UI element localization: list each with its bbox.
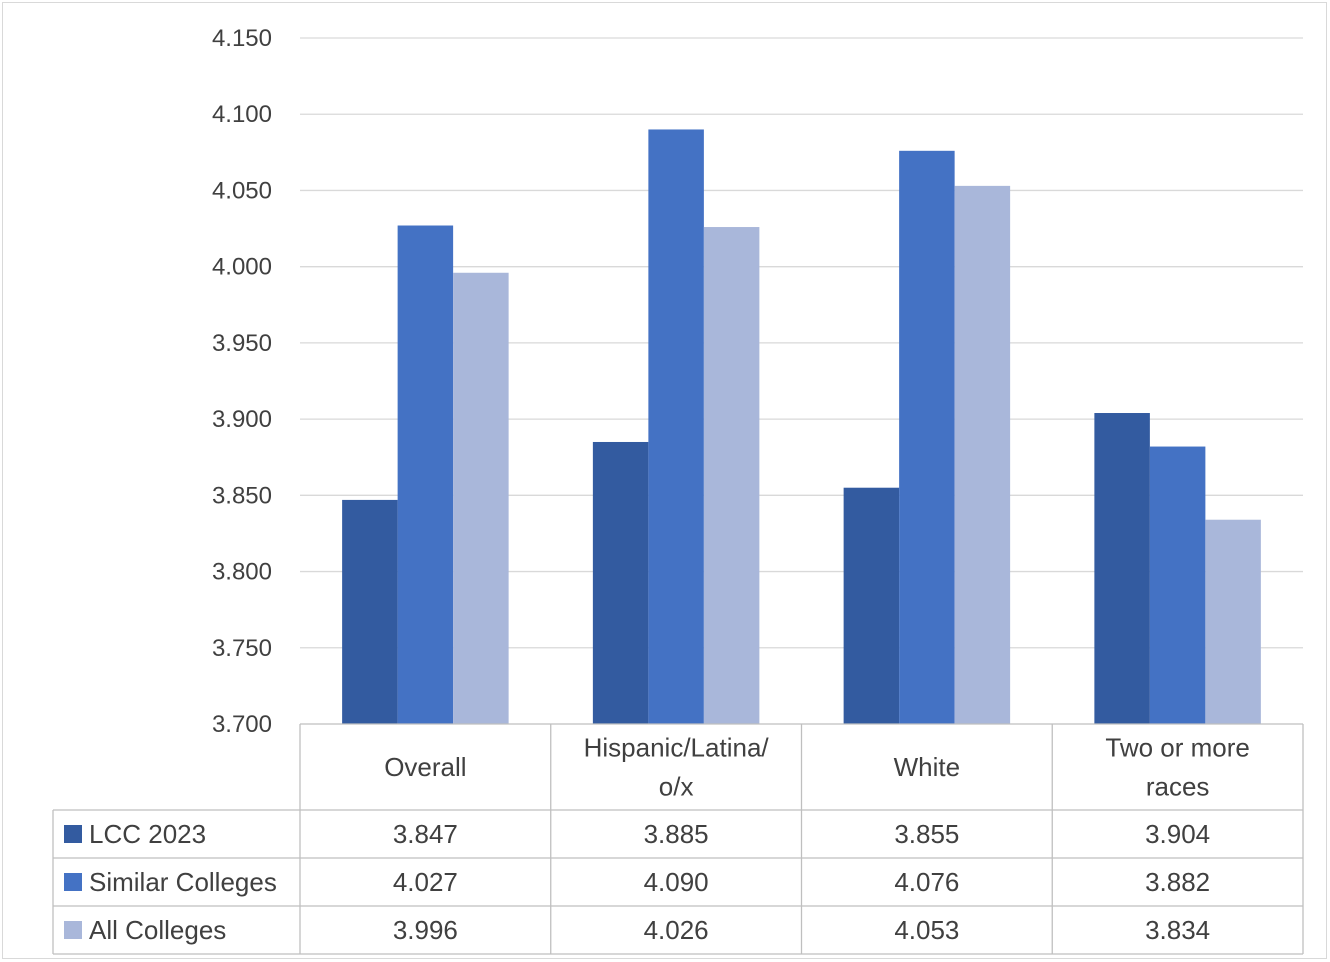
data-label: 4.090 bbox=[644, 867, 709, 897]
y-tick-label: 4.100 bbox=[212, 101, 272, 128]
bar-lcc-2023-1 bbox=[592, 441, 649, 724]
data-label: 4.027 bbox=[393, 867, 458, 897]
legend-label: LCC 2023 bbox=[89, 819, 206, 849]
data-label: 3.847 bbox=[393, 819, 458, 849]
category-label: Hispanic/Latina/ bbox=[584, 733, 770, 763]
bars bbox=[342, 129, 1261, 725]
bar-similar-colleges-3 bbox=[1149, 446, 1206, 724]
data-label: 4.053 bbox=[894, 915, 959, 945]
data-label: 3.882 bbox=[1145, 867, 1210, 897]
y-tick-label: 3.700 bbox=[212, 711, 272, 738]
legend-key bbox=[64, 825, 82, 843]
y-tick-label: 3.750 bbox=[212, 635, 272, 662]
bar-all-colleges-1 bbox=[703, 227, 760, 724]
bar-similar-colleges-2 bbox=[899, 150, 955, 724]
y-tick-label: 4.150 bbox=[212, 25, 272, 52]
y-tick-label: 3.800 bbox=[212, 559, 272, 586]
bar-similar-colleges-0 bbox=[397, 225, 454, 725]
data-label: 4.076 bbox=[894, 867, 959, 897]
category-label: White bbox=[894, 752, 960, 782]
legend-label: All Colleges bbox=[89, 915, 226, 945]
bar-lcc-2023-3 bbox=[1094, 413, 1150, 724]
y-tick-label: 3.950 bbox=[212, 330, 272, 357]
bar-lcc-2023-0 bbox=[342, 499, 398, 724]
y-tick-label: 3.900 bbox=[212, 406, 272, 433]
y-tick-label: 3.850 bbox=[212, 482, 272, 509]
y-tick-label: 4.000 bbox=[212, 254, 272, 281]
data-label: 4.026 bbox=[644, 915, 709, 945]
legend-label: Similar Colleges bbox=[89, 867, 277, 897]
bar-lcc-2023-2 bbox=[843, 487, 900, 724]
bar-similar-colleges-1 bbox=[648, 129, 704, 724]
legend-key bbox=[64, 921, 82, 939]
y-axis-ticks: 4.150 4.100 4.050 4.000 3.950 3.900 3.850 3.800… bbox=[212, 25, 272, 738]
data-label: 3.904 bbox=[1145, 819, 1210, 849]
y-tick-label: 4.050 bbox=[212, 177, 272, 204]
data-label: 3.996 bbox=[393, 915, 458, 945]
category-label: races bbox=[1146, 772, 1210, 802]
bar-all-colleges-2 bbox=[954, 185, 1011, 725]
legend-key bbox=[64, 873, 82, 891]
category-label: Overall bbox=[384, 752, 466, 782]
data-table: Overall Hispanic/Latina/o/x White Two or mo… bbox=[52, 723, 1304, 955]
data-label: 3.885 bbox=[644, 819, 709, 849]
data-label: 3.855 bbox=[894, 819, 959, 849]
bar-all-colleges-0 bbox=[453, 272, 509, 724]
data-label: 3.834 bbox=[1145, 915, 1210, 945]
bar-all-colleges-3 bbox=[1205, 519, 1261, 724]
category-label: Two or more bbox=[1105, 733, 1250, 763]
category-label: o/x bbox=[659, 772, 694, 802]
